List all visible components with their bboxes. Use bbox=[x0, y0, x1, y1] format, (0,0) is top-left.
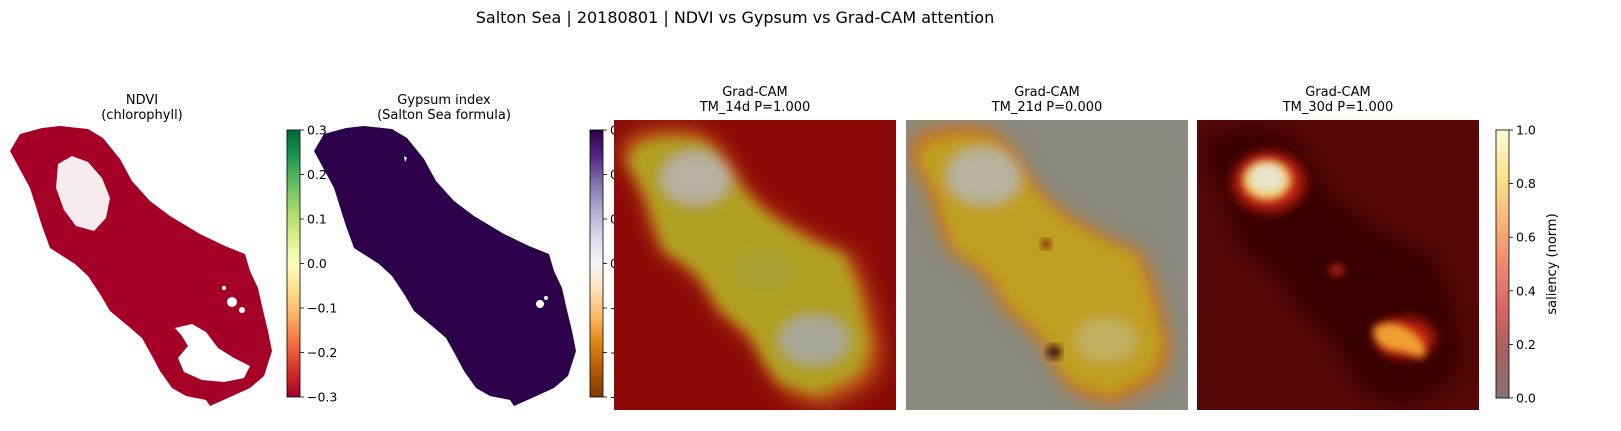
colorbar-ndvi-gradient bbox=[286, 129, 301, 398]
panel-gypsum: Gypsum index (Salton Sea formula) bbox=[314, 93, 576, 406]
colorbar-ndvi-tick-label: 0.0 bbox=[307, 256, 327, 271]
colorbar-saliency-tick-label: 0.0 bbox=[1516, 391, 1536, 406]
panel-ndvi: NDVI (chlorophyll) bbox=[10, 93, 272, 406]
panel-ndvi-title-line2: (chlorophyll) bbox=[101, 108, 183, 123]
panel-gradcam-tm21d-title-line1: Grad-CAM bbox=[1014, 85, 1080, 100]
colorbar-saliency-tick-label: 0.6 bbox=[1516, 230, 1536, 245]
colorbar-ndvi-tick-label: −0.3 bbox=[307, 390, 337, 405]
ndvi-lake-map bbox=[10, 126, 272, 406]
panel-gradcam-tm30d: Grad-CAM TM_30d P=1.000 bbox=[1197, 85, 1479, 410]
panel-gradcam-tm30d-title-line1: Grad-CAM bbox=[1305, 85, 1371, 100]
colorbar-ndvi-tick-label: 0.3 bbox=[307, 123, 327, 138]
figure-title: Salton Sea | 20180801 | NDVI vs Gypsum v… bbox=[476, 8, 994, 27]
colorbar-saliency-gradient bbox=[1495, 129, 1510, 399]
panel-gradcam-tm30d-title-line2: TM_30d P=1.000 bbox=[1282, 100, 1394, 115]
gradcam-tm21d-map bbox=[906, 120, 1188, 410]
colorbar-saliency-tick-label: 0.4 bbox=[1516, 283, 1536, 298]
colorbar-saliency-label: saliency (norm) bbox=[1545, 213, 1560, 314]
colorbar-gypsum-gradient bbox=[589, 129, 604, 398]
colorbar-ndvi-tick-label: −0.2 bbox=[307, 345, 337, 360]
panel-gypsum-title-line1: Gypsum index bbox=[397, 93, 491, 108]
panel-gradcam-tm14d-title-line2: TM_14d P=1.000 bbox=[699, 100, 811, 115]
gypsum-lake-map bbox=[314, 126, 576, 406]
colorbar-saliency-tick-label: 0.2 bbox=[1516, 337, 1536, 352]
colorbar-saliency: 0.0 0.2 0.4 0.6 0.8 1.0 bbox=[1495, 123, 1536, 406]
panel-gradcam-tm21d-title-line2: TM_21d P=0.000 bbox=[991, 100, 1103, 115]
gradcam-tm30d-map bbox=[1197, 120, 1479, 410]
panel-gradcam-tm21d: Grad-CAM TM_21d P=0.000 bbox=[906, 85, 1188, 410]
panel-ndvi-title-line1: NDVI bbox=[126, 93, 158, 108]
panel-gradcam-tm14d: Grad-CAM TM_14d P=1.000 bbox=[614, 85, 896, 410]
colorbar-ndvi: −0.3 −0.2 −0.1 0.0 0.1 0.2 0.3 bbox=[286, 123, 337, 405]
gradcam-tm14d-map bbox=[614, 120, 896, 410]
colorbar-saliency-tick-label: 0.8 bbox=[1516, 176, 1536, 191]
colorbar-ndvi-tick-label: 0.2 bbox=[307, 167, 327, 182]
colorbar-saliency-tick-label: 1.0 bbox=[1516, 123, 1536, 138]
colorbar-ndvi-tick-label: 0.1 bbox=[307, 212, 327, 227]
panel-gradcam-tm14d-title-line1: Grad-CAM bbox=[722, 85, 788, 100]
colorbar-ndvi-tick-label: −0.1 bbox=[307, 301, 337, 316]
panel-gypsum-title-line2: (Salton Sea formula) bbox=[377, 108, 511, 123]
